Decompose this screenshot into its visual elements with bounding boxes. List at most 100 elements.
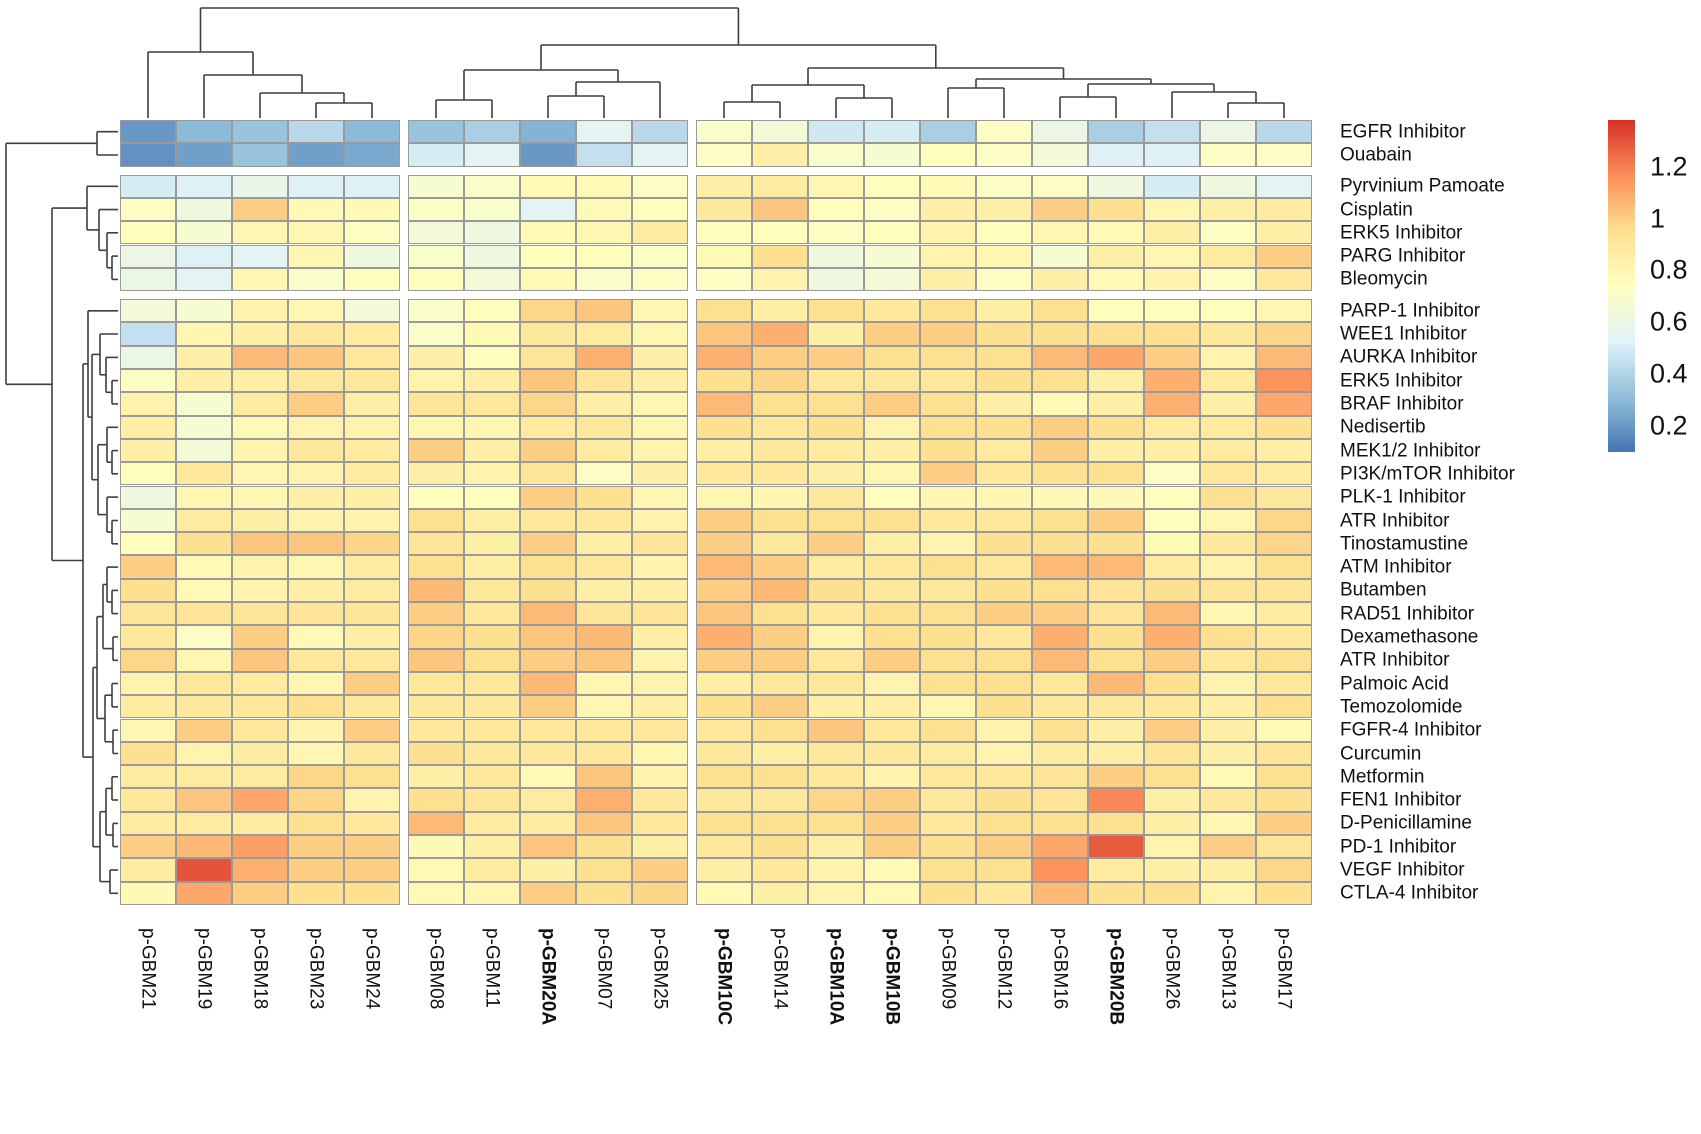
heatmap-cell [344, 415, 400, 439]
heatmap-cell [176, 299, 232, 323]
heatmap-cell [920, 648, 976, 672]
heatmap-cell [120, 741, 176, 766]
heatmap-cell [464, 555, 520, 579]
heatmap-cell [808, 765, 864, 789]
heatmap-cell [288, 143, 344, 167]
col-label: p-GBM20A [537, 928, 559, 1026]
heatmap-cell [752, 788, 808, 812]
col-label: p-GBM25 [649, 928, 671, 1010]
heatmap-cell [176, 578, 232, 602]
heatmap-cell [176, 835, 232, 859]
heatmap-cell [808, 695, 864, 719]
heatmap-cell [632, 648, 688, 672]
heatmap-cell [1144, 143, 1200, 167]
heatmap-cell [1144, 671, 1200, 696]
heatmap-cell [408, 578, 464, 602]
heatmap-cell [120, 835, 176, 859]
heatmap-cell [632, 143, 688, 167]
heatmap-cell [808, 578, 864, 602]
heatmap-cell [976, 858, 1032, 882]
heatmap-cell [344, 174, 400, 198]
col-label: p-GBM10B [881, 928, 903, 1026]
heatmap-cell [1032, 648, 1088, 672]
heatmap-cell [752, 174, 808, 198]
heatmap-cell [1256, 415, 1312, 439]
heatmap-cell [1200, 322, 1256, 346]
heatmap-cell [520, 143, 576, 167]
heatmap-cell [120, 765, 176, 789]
heatmap-cell [976, 741, 1032, 766]
heatmap-cell [1144, 555, 1200, 579]
heatmap-cell [520, 741, 576, 766]
heatmap-cell [1256, 718, 1312, 742]
heatmap-cell [632, 811, 688, 835]
heatmap-cell [520, 811, 576, 835]
heatmap-cell [1032, 788, 1088, 812]
heatmap-cell [344, 221, 400, 245]
heatmap-cell [288, 462, 344, 486]
heatmap-cell [408, 508, 464, 533]
heatmap-cell [464, 174, 520, 198]
heatmap-cell [1032, 578, 1088, 602]
heatmap-cell [696, 221, 752, 245]
heatmap-cell [1088, 741, 1144, 766]
heatmap-cell [1200, 555, 1256, 579]
heatmap-cell [1256, 143, 1312, 167]
heatmap-cell [344, 369, 400, 393]
heatmap-cell [288, 788, 344, 812]
row-label: AURKA Inhibitor [1340, 346, 1478, 368]
heatmap-cell [976, 555, 1032, 579]
row-label: Bleomycin [1340, 268, 1428, 290]
heatmap-cell [408, 835, 464, 859]
col-label: p-GBM14 [769, 928, 791, 1010]
heatmap-cell [408, 462, 464, 486]
heatmap-cell [864, 415, 920, 439]
heatmap-cell [1088, 197, 1144, 222]
heatmap-cell [464, 578, 520, 602]
heatmap-cell [344, 788, 400, 812]
heatmap-cell [632, 835, 688, 859]
heatmap-cell [752, 741, 808, 766]
heatmap-cell [864, 625, 920, 649]
heatmap-cell [1256, 345, 1312, 369]
heatmap-cell [1088, 392, 1144, 416]
heatmap-cell [632, 322, 688, 346]
heatmap-cell [408, 485, 464, 509]
heatmap-cell [288, 415, 344, 439]
heatmap-cell [752, 858, 808, 882]
heatmap-cell [920, 174, 976, 198]
heatmap-cell [1256, 508, 1312, 533]
row-label: VEGF Inhibitor [1340, 859, 1465, 881]
heatmap-cell [1200, 811, 1256, 835]
heatmap-cell [808, 221, 864, 245]
heatmap-cell [752, 648, 808, 672]
heatmap-cell [696, 602, 752, 626]
heatmap-cell [344, 718, 400, 742]
heatmap-cell [920, 578, 976, 602]
heatmap-cell [576, 532, 632, 556]
heatmap-cell [120, 625, 176, 649]
heatmap-cell [632, 858, 688, 882]
heatmap-cell [920, 695, 976, 719]
heatmap-cell [864, 438, 920, 463]
heatmap-cell [120, 508, 176, 533]
heatmap-cell [232, 485, 288, 509]
heatmap-cell [920, 197, 976, 222]
heatmap-cell [752, 438, 808, 463]
heatmap-cell [1032, 858, 1088, 882]
heatmap-cell [576, 648, 632, 672]
heatmap-cell [752, 392, 808, 416]
heatmap-cell [1200, 532, 1256, 556]
legend-tick-label: 1 [1650, 203, 1666, 234]
heatmap-cell [1144, 485, 1200, 509]
heatmap-cell [1200, 788, 1256, 812]
heatmap-cell [808, 438, 864, 463]
heatmap-cell [920, 299, 976, 323]
heatmap-cell [232, 197, 288, 222]
heatmap-cell [288, 811, 344, 835]
heatmap-cell [232, 532, 288, 556]
legend-tick-label: 0.2 [1650, 410, 1688, 441]
heatmap-cell [176, 345, 232, 369]
heatmap-cell [976, 462, 1032, 486]
heatmap-cell [176, 881, 232, 905]
